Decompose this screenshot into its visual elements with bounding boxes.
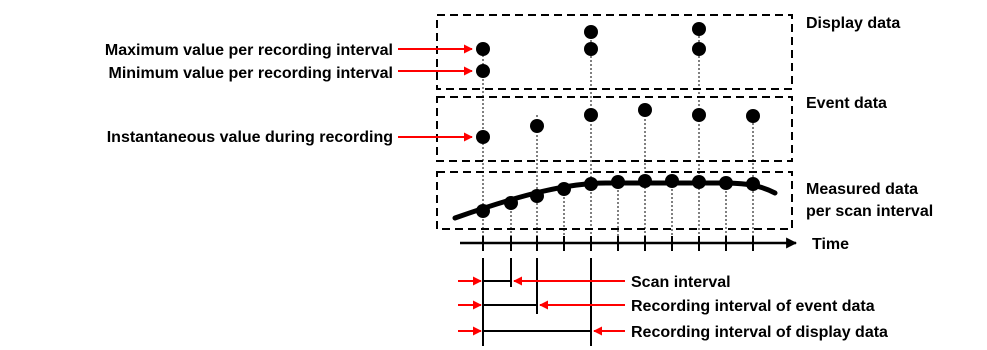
display-point bbox=[692, 22, 706, 36]
display-data-label: Display data bbox=[806, 15, 900, 32]
measured-point bbox=[638, 174, 652, 188]
display-point bbox=[476, 64, 490, 78]
measured-data-label-line1: Measured data bbox=[806, 181, 918, 198]
measured-data-label-line2: per scan interval bbox=[806, 203, 933, 220]
measured-point bbox=[692, 175, 706, 189]
measured-point bbox=[611, 175, 625, 189]
event-recording-interval-label: Recording interval of event data bbox=[631, 298, 875, 315]
display-point bbox=[476, 42, 490, 56]
event-point bbox=[692, 108, 706, 122]
time-axis-label: Time bbox=[812, 236, 849, 253]
measured-point bbox=[504, 196, 518, 210]
event-data-box bbox=[436, 96, 793, 162]
display-recording-interval-label: Recording interval of display data bbox=[631, 324, 888, 341]
display-point bbox=[584, 42, 598, 56]
max-value-label: Maximum value per recording interval bbox=[105, 42, 393, 59]
event-point bbox=[746, 109, 760, 123]
scan-interval-label: Scan interval bbox=[631, 274, 731, 291]
event-point bbox=[530, 119, 544, 133]
measured-point bbox=[557, 182, 571, 196]
measured-point bbox=[476, 204, 490, 218]
min-value-label: Minimum value per recording interval bbox=[108, 65, 393, 82]
display-data-box bbox=[436, 14, 793, 90]
interval-brackets bbox=[482, 258, 592, 346]
measured-data-box bbox=[436, 171, 793, 230]
measured-point bbox=[665, 174, 679, 188]
display-point bbox=[692, 42, 706, 56]
display-point bbox=[584, 25, 598, 39]
event-point bbox=[638, 103, 652, 117]
measured-point bbox=[530, 189, 544, 203]
time-axis-ticks bbox=[482, 236, 754, 251]
event-point bbox=[584, 108, 598, 122]
measured-point bbox=[746, 177, 760, 191]
measured-point bbox=[719, 176, 733, 190]
measured-point bbox=[584, 177, 598, 191]
instantaneous-value-label: Instantaneous value during recording bbox=[107, 129, 393, 146]
data-points bbox=[476, 22, 760, 218]
event-point bbox=[476, 130, 490, 144]
dotted-guide-lines bbox=[482, 36, 754, 243]
event-data-label: Event data bbox=[806, 95, 887, 112]
